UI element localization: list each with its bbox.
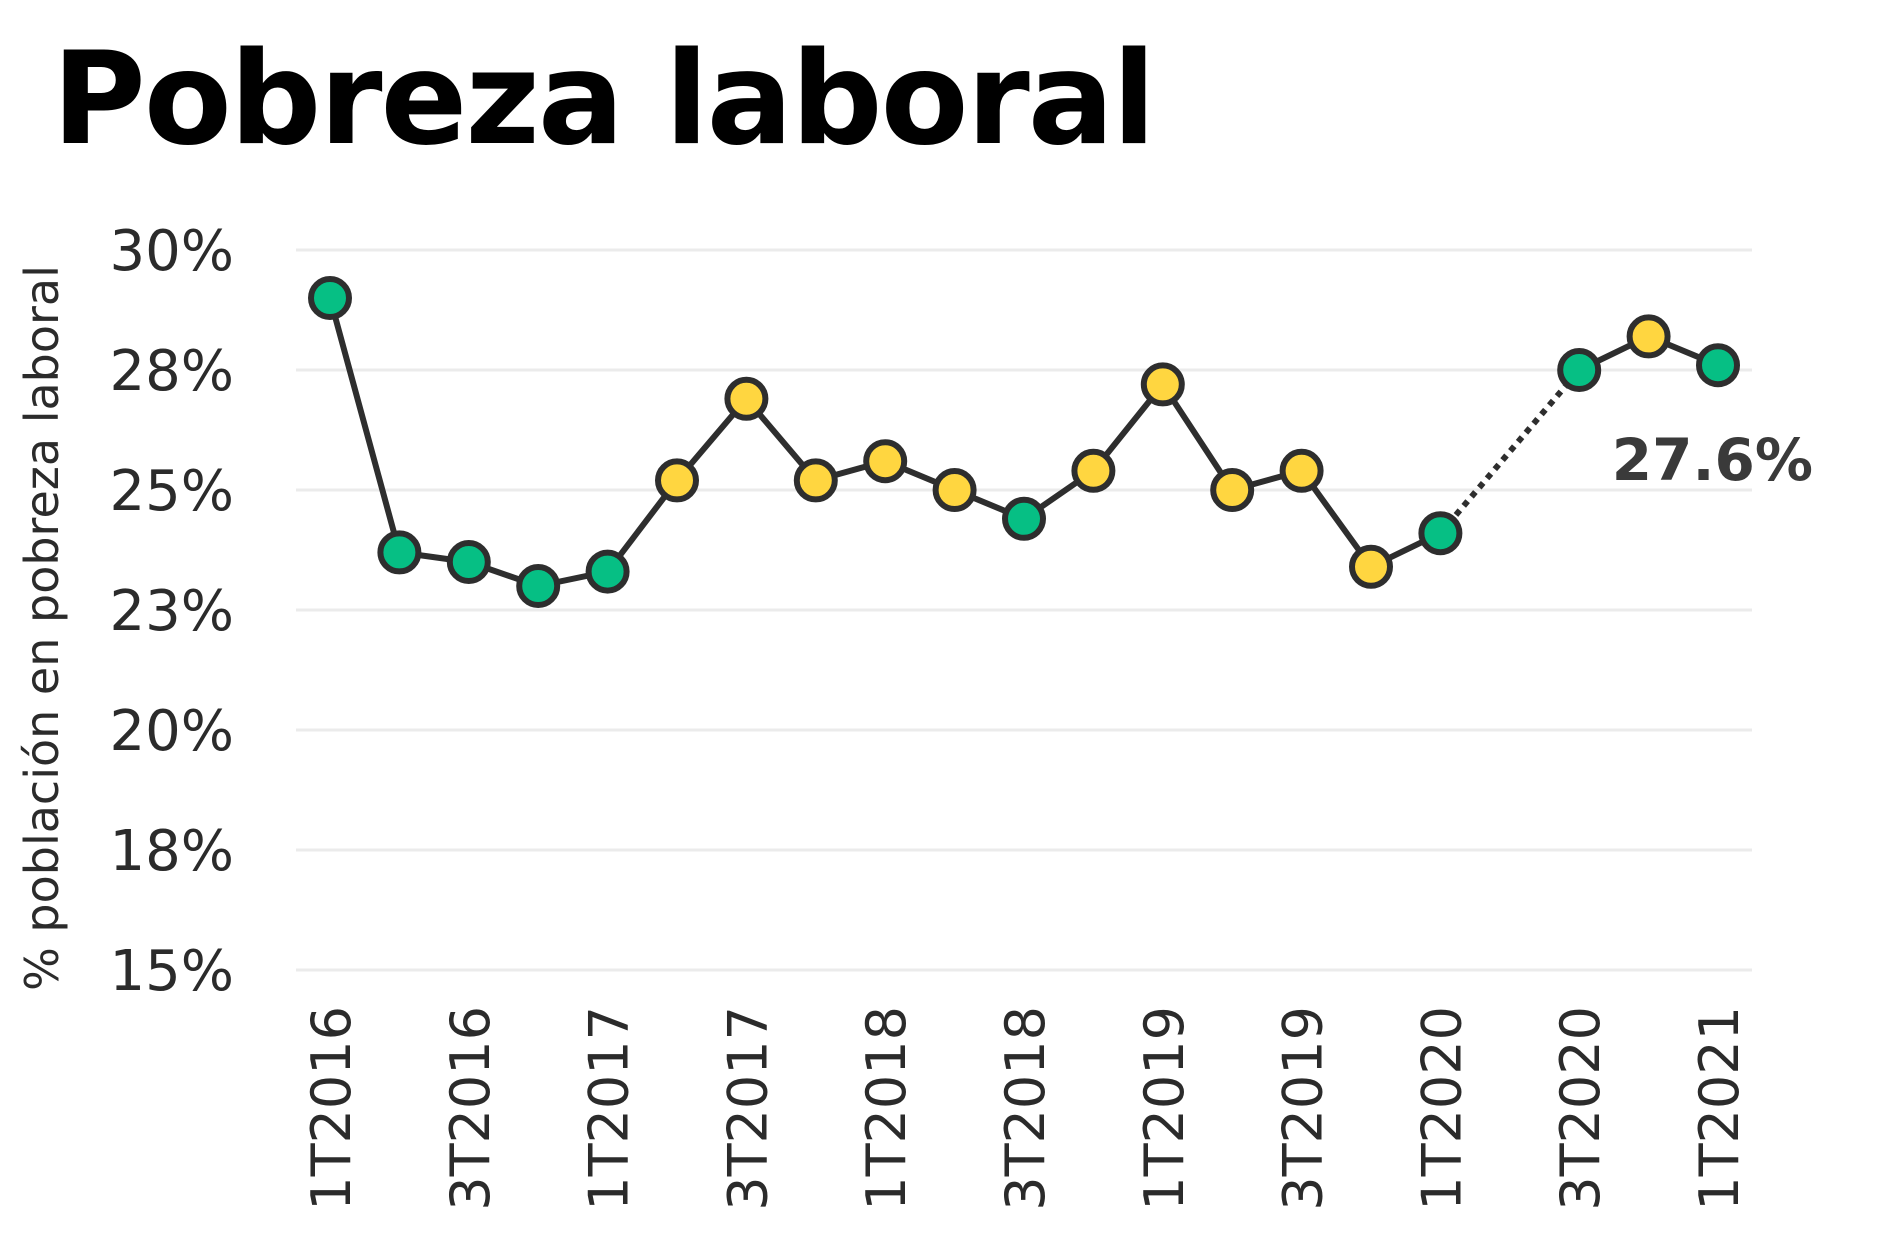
x-tick-label: 1T2017 <box>578 1006 641 1211</box>
data-point-3T2019 <box>1279 448 1324 493</box>
data-point-3T2016 <box>446 540 491 584</box>
data-point-1T2020 <box>1418 511 1463 556</box>
y-axis-label: % población en pobreza laboral <box>15 265 69 991</box>
data-point-4T2019 <box>1349 544 1393 589</box>
data-point-4T2018 <box>1071 448 1116 493</box>
dotted-gap-line <box>1438 368 1582 536</box>
data-point-1T2018 <box>863 439 908 484</box>
data-point-1T2021 <box>1696 343 1740 388</box>
data-point-3T2020 <box>1557 348 1602 392</box>
x-tick-label: 1T2018 <box>855 1006 918 1211</box>
data-point-3T2017 <box>724 376 769 421</box>
y-tick-label: 15% <box>110 939 234 1004</box>
x-tick-label: 3T2016 <box>439 1006 502 1211</box>
data-point-4T2016 <box>516 564 561 608</box>
data-points <box>308 276 1740 608</box>
y-axis-ticks: 15% 18% 20% 23% 25% 28% 30% <box>110 219 234 1004</box>
x-tick-label: 1T2021 <box>1688 1006 1751 1211</box>
series-line <box>327 297 1720 589</box>
gridlines <box>296 248 1752 972</box>
data-point-1T2019 <box>1140 362 1185 407</box>
x-tick-label: 3T2020 <box>1549 1006 1612 1211</box>
data-point-4T2017 <box>793 458 838 503</box>
x-tick-label: 1T2020 <box>1410 1006 1473 1211</box>
data-point-2T2016 <box>377 530 422 575</box>
x-tick-label: 3T2017 <box>716 1006 779 1211</box>
data-point-1T2016 <box>308 276 352 320</box>
data-point-2T2018 <box>932 468 977 512</box>
data-point-3T2018 <box>1002 496 1046 541</box>
data-point-2T2019 <box>1210 468 1255 512</box>
data-point-2T2017 <box>655 458 699 503</box>
x-tick-label: 3T2018 <box>994 1006 1057 1211</box>
data-point-1T2017 <box>585 549 630 594</box>
x-tick-label: 1T2016 <box>300 1006 363 1211</box>
chart-title: Pobreza laboral <box>52 25 1156 174</box>
data-point-4T2020 <box>1626 314 1671 359</box>
last-value-annotation: 27.6% <box>1612 426 1813 494</box>
y-tick-label: 25% <box>110 459 234 524</box>
y-tick-label: 30% <box>110 219 234 284</box>
y-tick-label: 23% <box>110 579 234 644</box>
y-tick-label: 28% <box>110 339 234 404</box>
y-tick-label: 18% <box>110 819 234 884</box>
x-tick-label: 3T2019 <box>1272 1006 1335 1211</box>
x-tick-label: 1T2019 <box>1133 1006 1196 1211</box>
y-tick-label: 20% <box>110 699 234 764</box>
x-axis-ticks: 1T2016 3T2016 1T2017 3T2017 1T2018 3T2018 1T20… <box>300 1006 1751 1211</box>
